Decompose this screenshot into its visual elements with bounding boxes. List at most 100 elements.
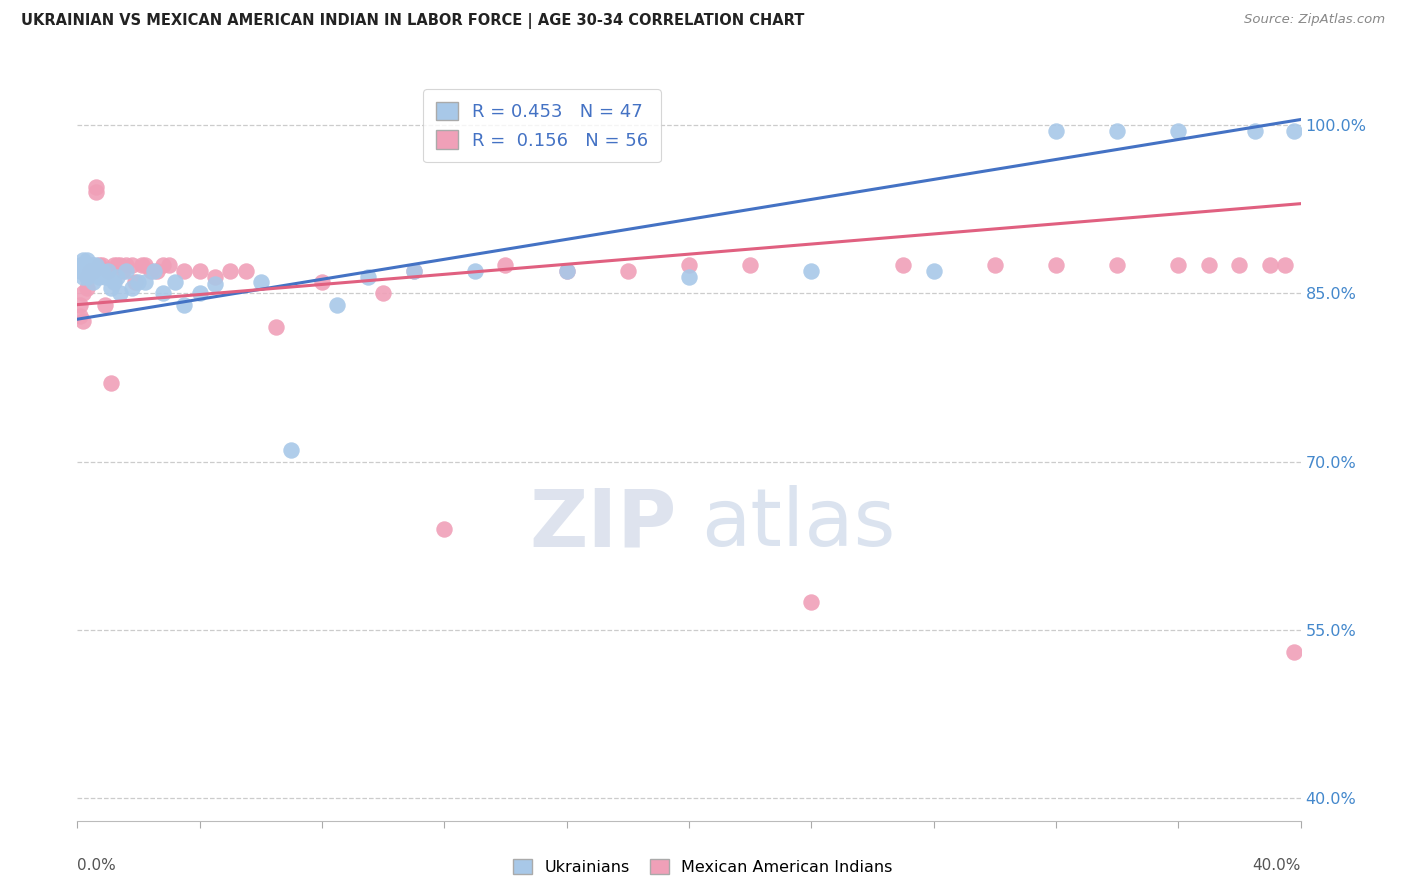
Point <box>79 264 101 278</box>
Point <box>100 376 122 391</box>
Point <box>94 298 117 312</box>
Point <box>142 264 165 278</box>
Point <box>121 281 143 295</box>
Point <box>1107 259 1129 273</box>
Point <box>1045 259 1067 273</box>
Point <box>678 269 700 284</box>
Point <box>69 298 91 312</box>
Point <box>402 264 425 278</box>
Text: Source: ZipAtlas.com: Source: ZipAtlas.com <box>1244 13 1385 27</box>
Point <box>800 264 823 278</box>
Point <box>173 298 195 312</box>
Point <box>173 264 195 278</box>
Point <box>1045 124 1067 138</box>
Point <box>146 264 169 278</box>
Point <box>1284 645 1306 659</box>
Point <box>1198 259 1220 273</box>
Point <box>402 264 425 278</box>
Point <box>678 259 700 273</box>
Point <box>134 259 156 273</box>
Point <box>165 275 187 289</box>
Point <box>235 264 257 278</box>
Point <box>204 269 226 284</box>
Point <box>134 275 156 289</box>
Point <box>464 264 486 278</box>
Point <box>1167 259 1189 273</box>
Point <box>115 264 138 278</box>
Point <box>72 286 94 301</box>
Point <box>1274 259 1296 273</box>
Point <box>157 259 180 273</box>
Point <box>984 259 1007 273</box>
Point <box>72 314 94 328</box>
Point <box>76 269 98 284</box>
Point <box>84 186 107 200</box>
Point <box>82 275 104 289</box>
Point <box>128 275 150 289</box>
Point <box>357 269 380 284</box>
Point <box>131 259 153 273</box>
Point <box>72 252 94 267</box>
Point <box>76 281 98 295</box>
Point <box>311 275 333 289</box>
Point <box>72 269 94 284</box>
Point <box>1167 124 1189 138</box>
Point <box>188 264 211 278</box>
Point <box>891 259 914 273</box>
Point <box>90 259 112 273</box>
Point <box>1229 259 1251 273</box>
Point <box>121 259 143 273</box>
Point <box>94 269 117 284</box>
Point <box>1258 259 1281 273</box>
Text: UKRAINIAN VS MEXICAN AMERICAN INDIAN IN LABOR FORCE | AGE 30-34 CORRELATION CHAR: UKRAINIAN VS MEXICAN AMERICAN INDIAN IN … <box>21 13 804 29</box>
Point <box>1243 124 1265 138</box>
Point <box>326 298 349 312</box>
Point <box>69 309 91 323</box>
Text: 0.0%: 0.0% <box>77 858 117 872</box>
Point <box>82 259 104 273</box>
Point <box>76 269 98 284</box>
Point <box>152 286 174 301</box>
Point <box>69 259 91 273</box>
Point <box>264 320 287 334</box>
Point <box>495 259 517 273</box>
Legend: Ukrainians, Mexican American Indians: Ukrainians, Mexican American Indians <box>506 853 900 881</box>
Point <box>87 269 110 284</box>
Point <box>371 286 394 301</box>
Point <box>79 259 101 273</box>
Point <box>105 269 128 284</box>
Point <box>152 259 174 273</box>
Point <box>250 275 273 289</box>
Point <box>740 259 762 273</box>
Point <box>97 264 120 278</box>
Legend: R = 0.453   N = 47, R =  0.156   N = 56: R = 0.453 N = 47, R = 0.156 N = 56 <box>423 89 661 162</box>
Point <box>87 259 110 273</box>
Point <box>124 275 146 289</box>
Point <box>139 264 162 278</box>
Point <box>1284 124 1306 138</box>
Point <box>76 252 98 267</box>
Point <box>555 264 578 278</box>
Point <box>82 264 104 278</box>
Point <box>84 179 107 194</box>
Point <box>108 286 131 301</box>
Point <box>103 275 125 289</box>
Point <box>90 264 112 278</box>
Point <box>433 522 456 536</box>
Point <box>800 595 823 609</box>
Point <box>69 264 91 278</box>
Point <box>112 264 135 278</box>
Text: ZIP: ZIP <box>530 485 676 564</box>
Point <box>922 264 945 278</box>
Point <box>188 286 211 301</box>
Point <box>79 264 101 278</box>
Point <box>617 264 640 278</box>
Point <box>84 259 107 273</box>
Point <box>204 277 226 292</box>
Point <box>105 259 128 273</box>
Point <box>280 443 302 458</box>
Text: 40.0%: 40.0% <box>1253 858 1301 872</box>
Point <box>103 259 125 273</box>
Point <box>82 264 104 278</box>
Point <box>555 264 578 278</box>
